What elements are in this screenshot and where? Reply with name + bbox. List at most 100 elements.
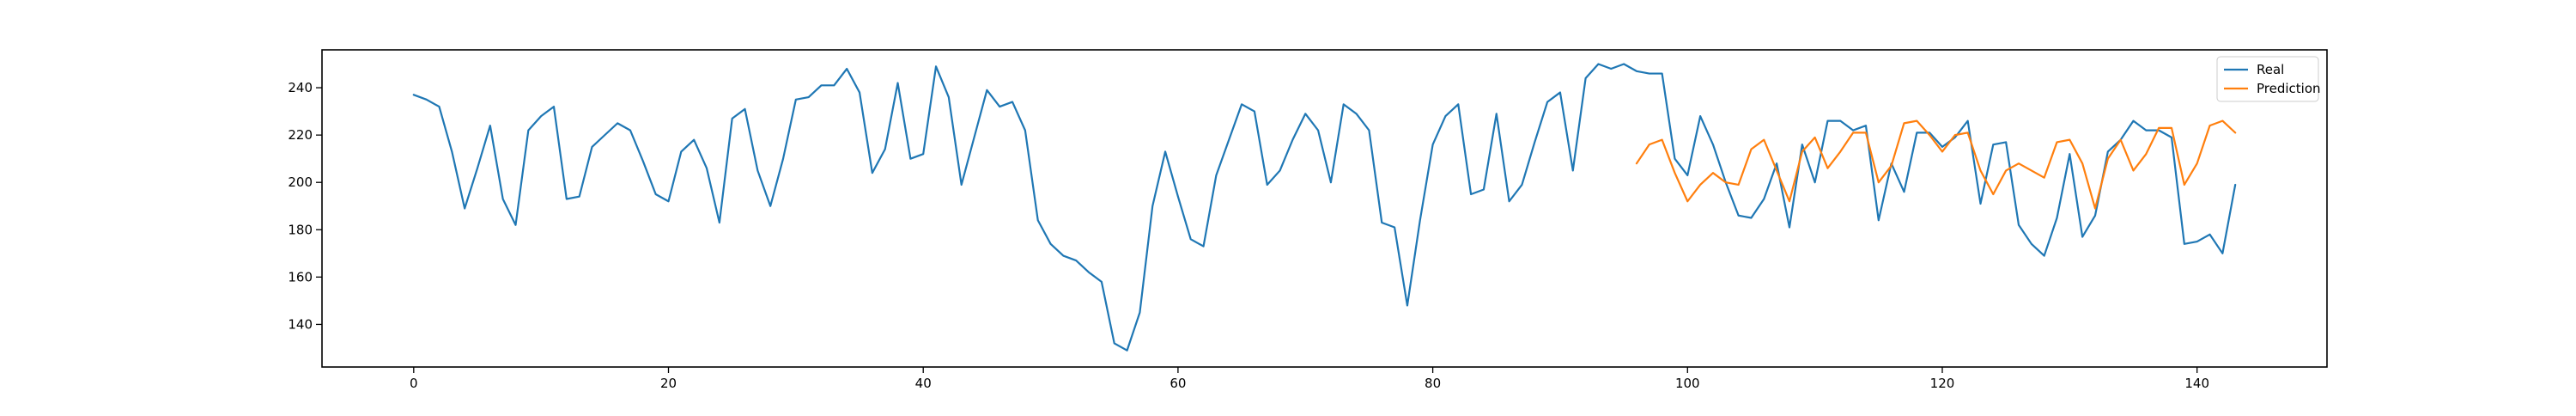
data-point-prediction	[1662, 139, 1663, 141]
data-point-prediction	[1954, 134, 1956, 136]
data-point-real	[769, 205, 771, 207]
data-point-real	[1355, 113, 1357, 114]
data-point-real	[1712, 144, 1714, 145]
data-point-real	[706, 168, 708, 169]
data-point-prediction	[2145, 153, 2147, 155]
data-point-real	[1750, 217, 1752, 218]
data-point-prediction	[1826, 168, 1828, 169]
data-point-real	[1114, 342, 1115, 344]
data-point-prediction	[2132, 169, 2134, 171]
data-point-real	[1979, 203, 1981, 205]
data-point-real	[1202, 245, 1204, 247]
data-point-real	[1801, 144, 1803, 145]
data-point-real	[502, 198, 504, 199]
data-point-real	[1164, 150, 1166, 152]
data-point-real	[1878, 219, 1880, 221]
data-point-real	[1151, 205, 1153, 207]
x-tick-label: 40	[915, 376, 932, 391]
data-point-real	[693, 139, 695, 141]
data-point-prediction	[2158, 127, 2160, 129]
x-tick-label: 80	[1425, 376, 1441, 391]
data-point-real	[604, 134, 605, 136]
data-point-real	[1470, 193, 1472, 195]
data-point-real	[1852, 130, 1854, 132]
data-point-real	[642, 160, 644, 162]
data-point-prediction	[1979, 169, 1981, 171]
data-point-real	[1126, 350, 1127, 352]
data-point-real	[477, 168, 478, 169]
data-point-prediction	[2208, 125, 2210, 126]
data-point-real	[2107, 150, 2109, 152]
data-point-real	[1394, 226, 1395, 228]
data-point-real	[1623, 63, 1625, 64]
data-point-real	[514, 224, 516, 226]
data-point-prediction	[2056, 141, 2057, 143]
data-point-real	[1649, 72, 1650, 74]
data-point-real	[732, 118, 733, 119]
data-point-prediction	[2069, 139, 2070, 141]
data-point-prediction	[2120, 139, 2122, 141]
data-point-real	[719, 222, 720, 223]
data-point-prediction	[1789, 200, 1790, 202]
data-point-real	[1457, 103, 1459, 105]
y-tick-label: 220	[288, 127, 313, 143]
data-point-prediction	[1674, 172, 1675, 174]
data-point-real	[1304, 113, 1306, 114]
data-point-prediction	[1750, 149, 1752, 150]
data-point-real	[1967, 120, 1969, 122]
axes-frame	[321, 49, 2328, 368]
data-point-real	[973, 137, 975, 138]
data-point-real	[1662, 72, 1663, 74]
data-point-prediction	[1891, 165, 1893, 167]
data-point-real	[808, 96, 810, 98]
data-point-real	[2094, 215, 2096, 217]
data-point-real	[1686, 174, 1688, 176]
data-point-real	[680, 150, 682, 152]
data-point-prediction	[1712, 172, 1714, 174]
data-point-real	[1101, 281, 1103, 283]
legend-box	[2216, 56, 2319, 102]
data-point-prediction	[1929, 134, 1930, 136]
data-point-prediction	[1776, 169, 1777, 171]
x-tick-label: 100	[1675, 376, 1700, 391]
data-point-prediction	[2184, 184, 2185, 186]
data-point-real	[2208, 234, 2210, 236]
data-point-real	[1992, 144, 1994, 145]
data-point-real	[909, 158, 911, 160]
data-point-real	[1509, 200, 1510, 202]
data-point-real	[451, 150, 453, 152]
data-point-prediction	[2031, 169, 2032, 171]
legend: Real Prediction	[2216, 56, 2321, 102]
data-point-real	[872, 172, 873, 174]
data-point-real	[1177, 196, 1179, 198]
data-point-real	[1215, 174, 1217, 176]
data-point-real	[846, 68, 848, 70]
data-point-real	[896, 82, 898, 83]
data-point-real	[617, 122, 618, 124]
data-point-prediction	[1967, 132, 1969, 133]
data-point-real	[2171, 137, 2172, 138]
data-point-real	[1368, 130, 1370, 132]
data-point-prediction	[1763, 139, 1765, 141]
data-point-real	[744, 108, 745, 110]
data-point-real	[948, 96, 950, 98]
data-point-real	[426, 99, 428, 101]
data-point-prediction	[2171, 127, 2172, 129]
data-point-real	[1699, 115, 1701, 117]
data-point-real	[1585, 77, 1587, 79]
data-point-real	[655, 193, 657, 195]
data-point-real	[1037, 219, 1039, 221]
x-tick-label: 120	[1930, 376, 1955, 391]
data-point-real	[1381, 222, 1382, 223]
data-point-prediction	[1801, 150, 1803, 152]
data-point-real	[1317, 130, 1319, 132]
data-point-real	[1254, 111, 1255, 113]
data-point-prediction	[2234, 132, 2236, 133]
data-point-real	[1241, 103, 1242, 105]
data-point-real	[1012, 101, 1013, 102]
data-point-real	[566, 198, 568, 199]
data-point-real	[2018, 224, 2020, 226]
data-point-real	[2081, 236, 2083, 237]
